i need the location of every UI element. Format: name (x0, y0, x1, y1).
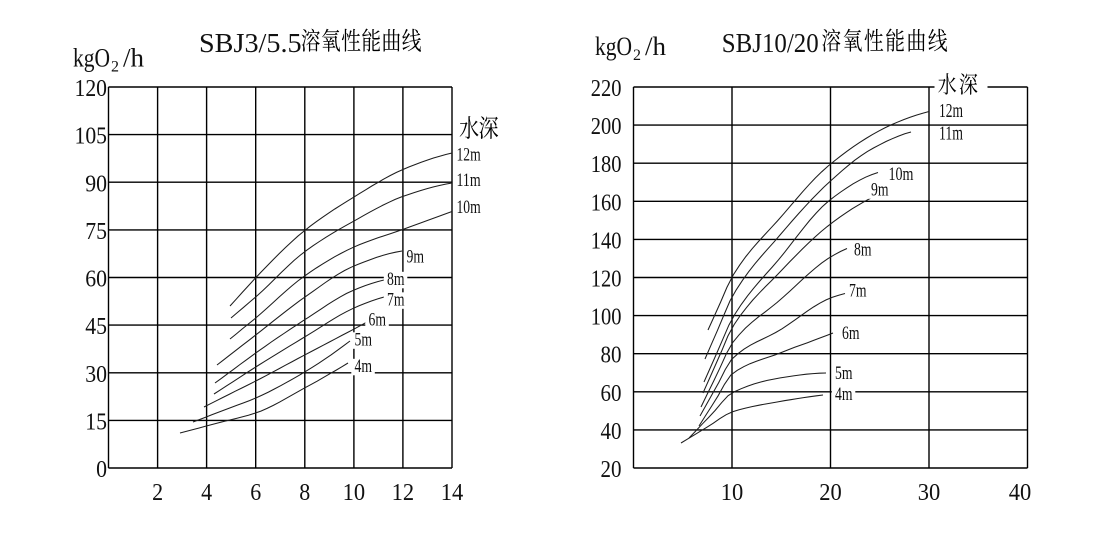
svg-text:4m: 4m (835, 384, 853, 405)
svg-text:5m: 5m (835, 363, 853, 384)
svg-text:7m: 7m (849, 281, 867, 302)
svg-text:120: 120 (75, 75, 108, 102)
svg-text:30: 30 (918, 479, 941, 506)
svg-text:40: 40 (601, 418, 622, 445)
svg-text:12m: 12m (457, 146, 482, 166)
svg-text:/h: /h (123, 43, 144, 73)
svg-text:10m: 10m (889, 164, 914, 185)
svg-text:12m: 12m (939, 100, 963, 122)
svg-text:4m: 4m (355, 356, 373, 377)
svg-text:45: 45 (85, 313, 107, 340)
svg-text:220: 220 (591, 75, 622, 102)
svg-text:kgO: kgO (73, 43, 110, 73)
svg-text:SBJ3/5.5: SBJ3/5.5 (199, 27, 302, 58)
svg-text:40: 40 (1009, 479, 1032, 506)
svg-text:160: 160 (591, 189, 622, 216)
svg-text:4: 4 (201, 479, 212, 506)
svg-text:11m: 11m (939, 123, 963, 145)
svg-text:180: 180 (591, 151, 622, 178)
svg-text:2: 2 (633, 47, 641, 64)
svg-text:120: 120 (591, 266, 622, 293)
svg-text:75: 75 (85, 218, 107, 245)
svg-text:5m: 5m (355, 330, 373, 351)
svg-text:8m: 8m (854, 240, 872, 261)
svg-text:2: 2 (111, 59, 119, 76)
svg-text:10m: 10m (457, 198, 482, 218)
svg-text:6m: 6m (842, 323, 860, 344)
svg-text:7m: 7m (387, 290, 405, 311)
svg-text:30: 30 (85, 361, 107, 388)
svg-text:60: 60 (85, 266, 107, 293)
svg-text:SBJ10/20: SBJ10/20 (722, 27, 819, 58)
svg-text:140: 140 (591, 227, 622, 254)
svg-text:/h: /h (645, 31, 666, 61)
svg-text:90: 90 (85, 170, 107, 197)
svg-text:9m: 9m (407, 247, 425, 268)
svg-text:200: 200 (591, 113, 622, 140)
svg-text:9m: 9m (871, 180, 889, 201)
svg-text:100: 100 (591, 304, 622, 331)
svg-text:14: 14 (441, 479, 464, 506)
svg-text:8: 8 (299, 479, 310, 506)
svg-text:6: 6 (250, 479, 261, 506)
svg-text:2: 2 (152, 479, 163, 506)
svg-text:105: 105 (75, 123, 108, 150)
svg-text:20: 20 (819, 479, 842, 506)
svg-text:12: 12 (392, 479, 415, 506)
svg-text:6m: 6m (369, 310, 387, 331)
svg-text:8m: 8m (387, 269, 405, 290)
svg-text:10: 10 (343, 479, 366, 506)
svg-text:60: 60 (601, 380, 622, 407)
svg-text:0: 0 (96, 456, 107, 483)
svg-text:11m: 11m (457, 171, 482, 191)
svg-text:10: 10 (721, 479, 744, 506)
svg-text:15: 15 (85, 408, 107, 435)
svg-text:20: 20 (601, 456, 622, 483)
svg-text:80: 80 (601, 342, 622, 369)
svg-text:kgO: kgO (595, 31, 632, 61)
